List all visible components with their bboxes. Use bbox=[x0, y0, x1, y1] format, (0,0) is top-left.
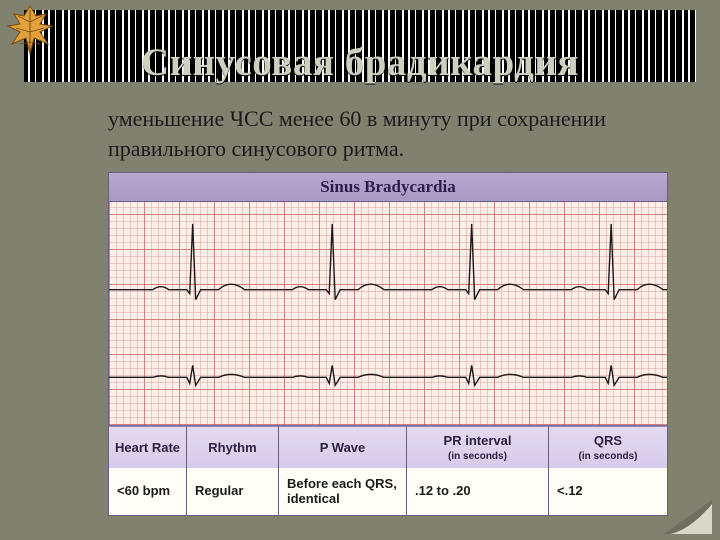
page-curl-icon bbox=[664, 500, 712, 534]
col-heart-rate: Heart Rate bbox=[109, 426, 187, 468]
cell-qrs: <.12 bbox=[549, 468, 667, 515]
table-data-row: <60 bpm Regular Before each QRS, identic… bbox=[109, 468, 667, 515]
col-pr-interval: PR interval(in seconds) bbox=[407, 426, 549, 468]
ecg-chart bbox=[109, 202, 667, 426]
ecg-panel: Sinus Bradycardia Heart Rate Rhythm P Wa… bbox=[108, 172, 668, 516]
cell-p-wave: Before each QRS, identical bbox=[279, 468, 407, 515]
ecg-table: Heart Rate Rhythm P Wave PR interval(in … bbox=[109, 426, 667, 515]
ecg-trace bbox=[109, 202, 667, 425]
cell-pr-interval: .12 to .20 bbox=[407, 468, 549, 515]
col-qrs: QRS(in seconds) bbox=[549, 426, 667, 468]
slide-subtitle: уменьшение ЧСС менее 60 в минуту при сох… bbox=[108, 104, 670, 163]
cell-heart-rate: <60 bpm bbox=[109, 468, 187, 515]
col-p-wave: P Wave bbox=[279, 426, 407, 468]
cell-rhythm: Regular bbox=[187, 468, 279, 515]
table-header-row: Heart Rate Rhythm P Wave PR interval(in … bbox=[109, 426, 667, 468]
col-rhythm: Rhythm bbox=[187, 426, 279, 468]
ecg-header: Sinus Bradycardia bbox=[109, 173, 667, 202]
slide-title: Синусовая брадикардия bbox=[0, 40, 720, 85]
